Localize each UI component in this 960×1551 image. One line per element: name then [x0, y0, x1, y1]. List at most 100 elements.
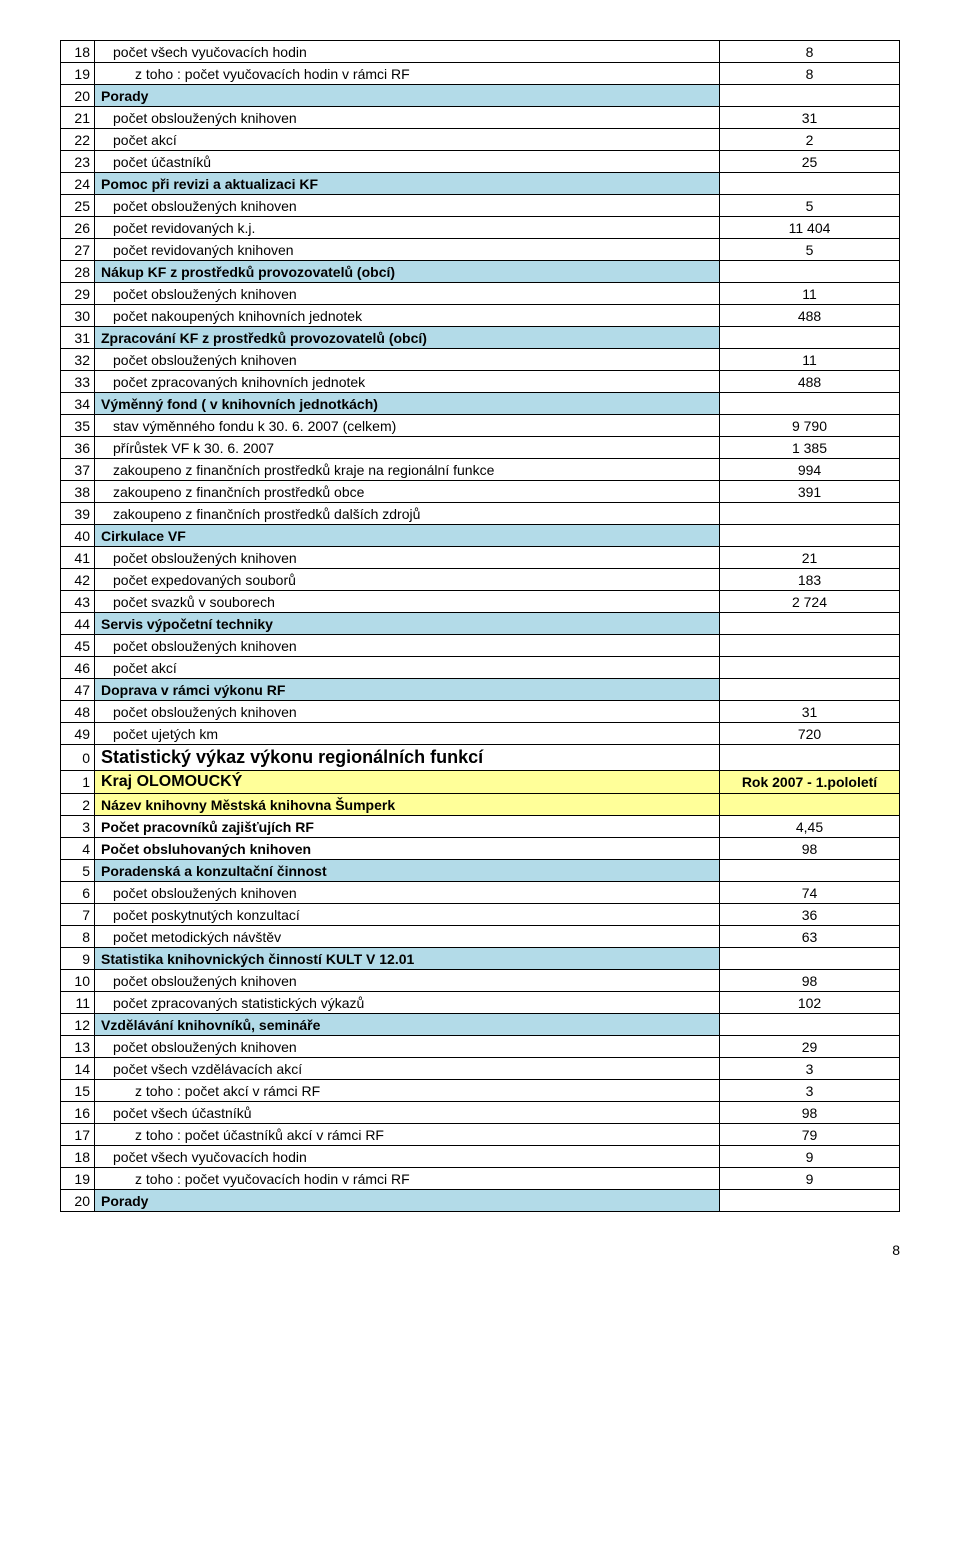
row-number: 20 [61, 85, 95, 107]
row-value [720, 525, 900, 547]
row-label: počet všech vzdělávacích akcí [95, 1058, 720, 1080]
row-value: 3 [720, 1058, 900, 1080]
table-row: 19z toho : počet vyučovacích hodin v rám… [61, 1168, 900, 1190]
row-label: z toho : počet účastníků akcí v rámci RF [95, 1124, 720, 1146]
row-label: zakoupeno z finančních prostředků dalšíc… [95, 503, 720, 525]
row-number: 36 [61, 437, 95, 459]
row-label: Nákup KF z prostředků provozovatelů (obc… [95, 261, 720, 283]
table-row: 16počet všech účastníků98 [61, 1102, 900, 1124]
row-value: 5 [720, 195, 900, 217]
row-value: 74 [720, 882, 900, 904]
row-label: počet akcí [95, 129, 720, 151]
table-row: 17z toho : počet účastníků akcí v rámci … [61, 1124, 900, 1146]
row-number: 18 [61, 41, 95, 63]
row-label: zakoupeno z finančních prostředků obce [95, 481, 720, 503]
row-label: počet obsloužených knihoven [95, 701, 720, 723]
table-row: 48počet obsloužených knihoven31 [61, 701, 900, 723]
row-number: 44 [61, 613, 95, 635]
row-number: 48 [61, 701, 95, 723]
row-label: počet metodických návštěv [95, 926, 720, 948]
table-row: 19z toho : počet vyučovacích hodin v rám… [61, 63, 900, 85]
table-row: 15z toho : počet akcí v rámci RF3 [61, 1080, 900, 1102]
row-number: 14 [61, 1058, 95, 1080]
row-value: 79 [720, 1124, 900, 1146]
table-row: 33počet zpracovaných knihovních jednotek… [61, 371, 900, 393]
table-row: 39zakoupeno z finančních prostředků dalš… [61, 503, 900, 525]
table-row: 31Zpracování KF z prostředků provozovate… [61, 327, 900, 349]
table-row: 14počet všech vzdělávacích akcí3 [61, 1058, 900, 1080]
table-row: 43počet svazků v souborech2 724 [61, 591, 900, 613]
row-label: počet expedovaných souborů [95, 569, 720, 591]
row-label: Kraj OLOMOUCKÝ [95, 771, 720, 794]
row-number: 43 [61, 591, 95, 613]
table-row: 5Poradenská a konzultační činnost [61, 860, 900, 882]
row-label: Cirkulace VF [95, 525, 720, 547]
row-value: 11 [720, 349, 900, 371]
row-value: 21 [720, 547, 900, 569]
row-label: počet zpracovaných statistických výkazů [95, 992, 720, 1014]
row-label: zakoupeno z finančních prostředků kraje … [95, 459, 720, 481]
table-row: 34Výměnný fond ( v knihovních jednotkách… [61, 393, 900, 415]
row-number: 27 [61, 239, 95, 261]
row-number: 13 [61, 1036, 95, 1058]
row-value: 391 [720, 481, 900, 503]
row-label: Poradenská a konzultační činnost [95, 860, 720, 882]
table-row: 10počet obsloužených knihoven98 [61, 970, 900, 992]
table-row: 18počet všech vyučovacích hodin8 [61, 41, 900, 63]
data-table: 18počet všech vyučovacích hodin819z toho… [60, 40, 900, 1212]
row-number: 1 [61, 771, 95, 794]
row-value [720, 1014, 900, 1036]
row-value: 9 790 [720, 415, 900, 437]
row-value: 488 [720, 305, 900, 327]
row-value [720, 613, 900, 635]
row-number: 6 [61, 882, 95, 904]
row-label: stav výměnného fondu k 30. 6. 2007 (celk… [95, 415, 720, 437]
table-row: 47Doprava v rámci výkonu RF [61, 679, 900, 701]
row-number: 9 [61, 948, 95, 970]
row-number: 38 [61, 481, 95, 503]
row-number: 47 [61, 679, 95, 701]
row-number: 4 [61, 838, 95, 860]
row-number: 35 [61, 415, 95, 437]
row-label: z toho : počet vyučovacích hodin v rámci… [95, 63, 720, 85]
row-number: 34 [61, 393, 95, 415]
table-row: 4Počet obsluhovaných knihoven98 [61, 838, 900, 860]
row-number: 20 [61, 1190, 95, 1212]
row-number: 42 [61, 569, 95, 591]
row-value: 4,45 [720, 816, 900, 838]
page-number: 8 [60, 1212, 900, 1258]
row-label: Název knihovny Městská knihovna Šumperk [95, 794, 720, 816]
row-value: 31 [720, 701, 900, 723]
table-row: 8počet metodických návštěv63 [61, 926, 900, 948]
table-row: 32počet obsloužených knihoven11 [61, 349, 900, 371]
row-label: Servis výpočetní techniky [95, 613, 720, 635]
row-label: počet obsloužených knihoven [95, 195, 720, 217]
row-number: 32 [61, 349, 95, 371]
row-label: počet revidovaných k.j. [95, 217, 720, 239]
table-row: 18počet všech vyučovacích hodin9 [61, 1146, 900, 1168]
row-value: 8 [720, 63, 900, 85]
row-value: 994 [720, 459, 900, 481]
table-row: 40Cirkulace VF [61, 525, 900, 547]
table-row: 3Počet pracovníků zajišťujích RF4,45 [61, 816, 900, 838]
row-label: počet obsloužených knihoven [95, 635, 720, 657]
table-row: 41počet obsloužených knihoven21 [61, 547, 900, 569]
row-label: počet obsloužených knihoven [95, 283, 720, 305]
row-number: 19 [61, 1168, 95, 1190]
row-value: 98 [720, 1102, 900, 1124]
row-label: Počet obsluhovaných knihoven [95, 838, 720, 860]
row-label: počet obsloužených knihoven [95, 547, 720, 569]
row-label: Statistický výkaz výkonu regionálních fu… [95, 745, 720, 771]
row-value: 98 [720, 970, 900, 992]
row-number: 26 [61, 217, 95, 239]
row-value: 2 [720, 129, 900, 151]
row-value [720, 948, 900, 970]
row-number: 24 [61, 173, 95, 195]
row-label: počet nakoupených knihovních jednotek [95, 305, 720, 327]
row-number: 12 [61, 1014, 95, 1036]
row-value [720, 635, 900, 657]
row-label: počet akcí [95, 657, 720, 679]
row-value: 488 [720, 371, 900, 393]
table-row: 11počet zpracovaných statistických výkaz… [61, 992, 900, 1014]
row-value: 11 404 [720, 217, 900, 239]
